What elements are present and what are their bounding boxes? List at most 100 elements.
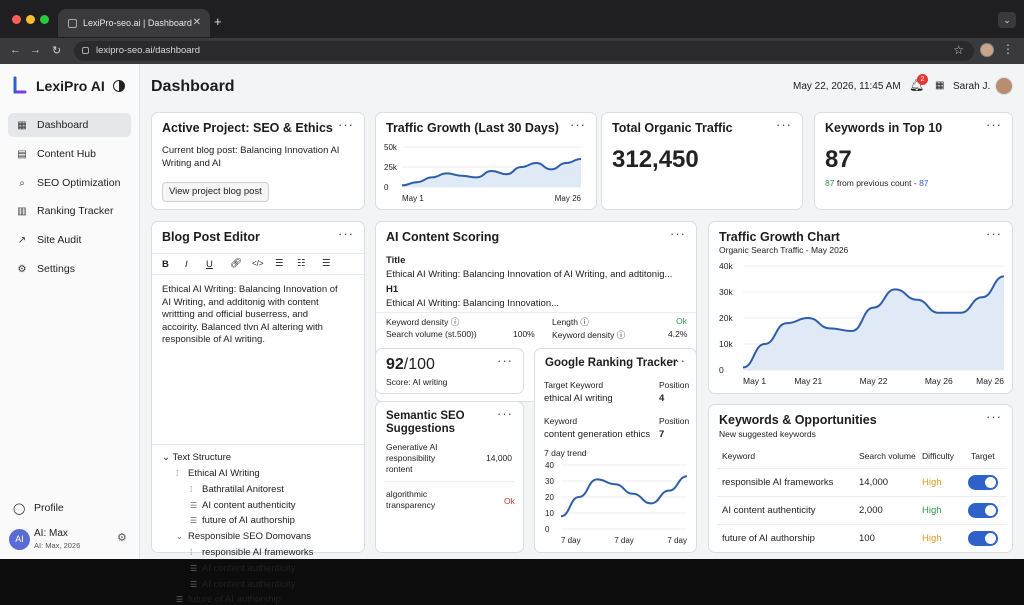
browser-menu-icon[interactable]: ⋮ <box>1002 42 1014 56</box>
difficulty-cell: High <box>922 533 942 544</box>
tree-node[interactable]: ⁞ Ethical AI Writing <box>176 468 260 479</box>
new-tab-icon[interactable]: + <box>214 14 222 29</box>
avatar[interactable]: AI <box>9 529 30 550</box>
numbered-list-icon[interactable]: ☷ <box>297 258 306 269</box>
document-icon: ▤ <box>17 148 27 160</box>
info-icon: ⓘ <box>580 317 589 327</box>
y-tick-label: 25k <box>384 163 398 172</box>
tab-menu-icon[interactable]: ⌄ <box>998 12 1016 28</box>
more-options-icon[interactable]: ··· <box>670 226 686 241</box>
forward-icon[interactable]: → <box>30 44 41 56</box>
tree-node[interactable]: ⁞ responsible AI frameworks <box>190 547 313 558</box>
view-project-button[interactable]: View project blog post <box>162 182 269 202</box>
x-tick-label: May 1 <box>402 194 424 203</box>
keyword-density-label-2: Keyword density ⓘ <box>552 330 626 340</box>
gear-icon: ⚙ <box>17 263 27 275</box>
divider <box>152 444 364 445</box>
sidebar-item-label: Settings <box>37 263 75 275</box>
more-options-icon[interactable]: ··· <box>338 117 354 132</box>
series-line <box>401 158 582 187</box>
target-toggle[interactable] <box>968 531 998 546</box>
x-tick-label: 7 day <box>561 536 581 545</box>
bookmark-star-icon[interactable]: ☆ <box>953 43 964 57</box>
sidebar-item-ranking-tracker[interactable]: ▥ Ranking Tracker <box>8 199 131 223</box>
more-options-icon[interactable]: ··· <box>986 409 1002 424</box>
more-options-icon[interactable]: ··· <box>986 117 1002 132</box>
more-options-icon[interactable]: ··· <box>670 353 686 368</box>
underline-button[interactable]: U <box>206 259 213 270</box>
address-bar[interactable]: lexipro-seo.ai/dashboard <box>74 41 974 61</box>
tree-node[interactable]: ☰ future of AI authorship <box>190 515 295 526</box>
traffic-area-chart: 0 10k 20k 30k 40k May 1 May 21 May 22 May 26 May … <box>719 261 1004 386</box>
browser-profile-avatar[interactable] <box>980 43 994 57</box>
editor-body[interactable]: Ethical AI Writing: Balancing Innovation… <box>162 284 338 346</box>
close-window-icon[interactable] <box>12 15 21 24</box>
target-toggle[interactable] <box>968 475 998 490</box>
tree-node[interactable]: ⁞ Bathratilal Anitorest <box>190 484 284 495</box>
tree-node[interactable]: ☰ AI content authenticity <box>190 579 295 590</box>
google-ranking-card: Google Ranking Tracker ··· Target Keywor… <box>534 348 697 553</box>
card-title: Traffic Growth (Last 30 Days) <box>386 121 559 135</box>
sidebar-item-settings[interactable]: ⚙ Settings <box>8 257 131 281</box>
back-icon[interactable]: ← <box>10 44 21 56</box>
text-structure-tree: ⌄ Text Structure ⁞ Ethical AI Writing ⁞ Bat… <box>162 452 362 605</box>
length-value: Ok <box>676 316 687 326</box>
user-settings-icon[interactable]: ⚙ <box>117 532 127 544</box>
trend-icon: ↗ <box>17 234 27 246</box>
table-row[interactable]: future of AI authorship 100 High <box>709 524 1014 552</box>
traffic-growth-chart: 0 25k 50k May 1 May 26 <box>384 143 582 203</box>
theme-toggle-icon[interactable] <box>113 80 125 92</box>
tree-node[interactable]: ☰ future of AI authorship <box>176 594 281 605</box>
grid-icon: ▦ <box>17 119 27 131</box>
heading-icon: ⁞ <box>190 548 193 557</box>
x-tick-label: May 1 <box>743 376 766 386</box>
sidebar-item-dashboard[interactable]: ▦ Dashboard <box>8 113 131 137</box>
column-header: Difficulty <box>922 451 954 461</box>
more-options-icon[interactable]: ··· <box>570 117 586 132</box>
target-toggle[interactable] <box>968 503 998 518</box>
sidebar-item-profile[interactable]: ◯ Profile <box>8 498 131 518</box>
sidebar-item-label: Ranking Tracker <box>37 205 114 217</box>
close-tab-icon[interactable]: ✕ <box>192 17 201 28</box>
browser-tab[interactable]: LexiPro-seo.ai | Dashboard ✕ <box>58 9 210 37</box>
user-menu[interactable]: Sarah J. <box>953 81 991 92</box>
code-icon[interactable]: </> <box>252 259 264 268</box>
more-options-icon[interactable]: ··· <box>497 406 513 421</box>
semantic-seo-card: Semantic SEO Suggestions ··· Generative … <box>375 401 524 553</box>
maximize-window-icon[interactable] <box>40 15 49 24</box>
more-options-icon[interactable]: ··· <box>986 226 1002 241</box>
tree-root[interactable]: ⌄ Text Structure <box>162 452 232 463</box>
x-tick-label: May 26 <box>976 376 1004 386</box>
sidebar-item-seo-optimization[interactable]: ⌕ SEO Optimization <box>8 171 131 195</box>
italic-button[interactable]: I <box>185 259 188 270</box>
user-subtitle: AI: Max, 2026 <box>34 541 81 550</box>
area-fill <box>402 159 581 187</box>
link-icon[interactable]: 🔗︎ <box>230 258 243 269</box>
more-options-icon[interactable]: ··· <box>338 226 354 241</box>
bold-button[interactable]: B <box>162 259 169 270</box>
table-row[interactable]: responsible AI frameworks 14,000 High <box>709 468 1014 496</box>
keywords-opportunities-card: Keywords & Opportunities ··· New suggest… <box>708 404 1013 553</box>
keyword-label: Keyword <box>544 416 578 426</box>
sidebar-item-content-hub[interactable]: ▤ Content Hub <box>8 142 131 166</box>
sidebar-item-site-audit[interactable]: ↗ Site Audit <box>8 228 131 252</box>
browser-tab-bar: LexiPro-seo.ai | Dashboard ✕ + ⌄ <box>0 0 1024 38</box>
tree-node[interactable]: ☰ AI content authenticity <box>190 500 295 511</box>
tree-node-label: future of AI authorship <box>202 515 295 527</box>
difficulty-cell: High <box>922 477 942 488</box>
calendar-icon[interactable]: ▦ <box>935 80 945 91</box>
divider <box>717 496 1006 497</box>
user-photo-avatar[interactable] <box>995 77 1013 95</box>
organic-traffic-card: Total Organic Traffic ··· 312,450 <box>601 112 803 210</box>
more-options-icon[interactable]: ··· <box>497 353 513 368</box>
tree-node[interactable]: ⌄ Responsible SEO Domovans <box>176 531 311 542</box>
tree-node[interactable]: ☰ AI content authenticity <box>190 563 295 574</box>
table-row[interactable]: AI content authenticity 2,000 High <box>709 496 1014 524</box>
bullet-list-icon[interactable]: ☰ <box>275 258 284 269</box>
minimize-window-icon[interactable] <box>26 15 35 24</box>
list-icon[interactable]: ☰ <box>322 258 331 269</box>
reload-icon[interactable]: ↻ <box>52 45 62 57</box>
more-options-icon[interactable]: ··· <box>776 117 792 132</box>
position-label: Position <box>659 380 690 390</box>
site-info-icon[interactable] <box>82 47 89 54</box>
